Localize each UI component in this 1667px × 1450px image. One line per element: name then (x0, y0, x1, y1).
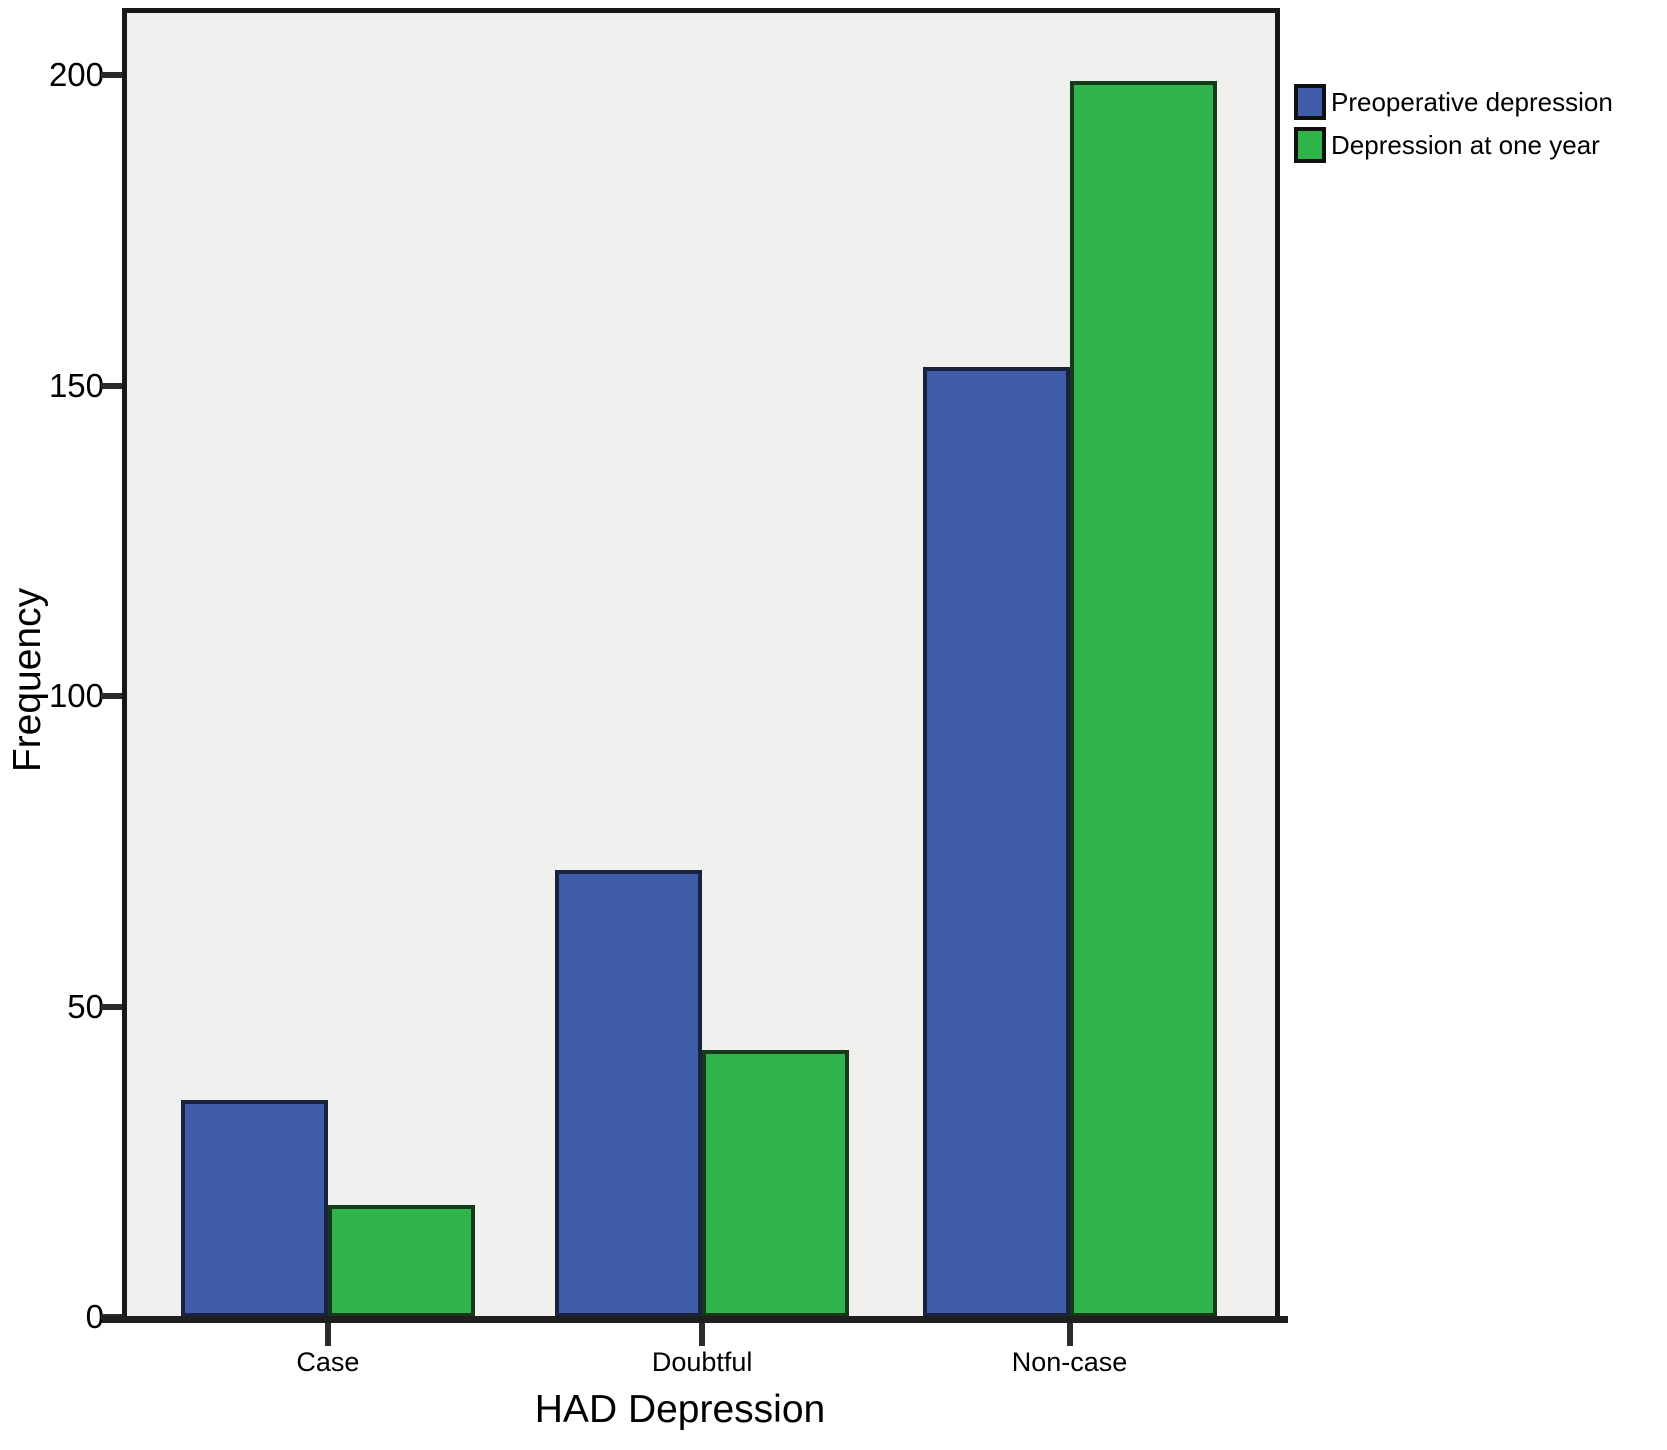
bar-case-preoperative-depression (180, 1100, 328, 1317)
y-tick-mark (101, 72, 122, 79)
y-axis-tick-label: 50 (67, 987, 104, 1025)
y-axis-tick-label: 0 (85, 1298, 104, 1335)
bar-case-depression-at-one-year (327, 1205, 475, 1317)
x-axis-category-label: Case (296, 1347, 360, 1377)
x-tick-mark (324, 1322, 331, 1346)
y-axis-tick-label: 150 (48, 366, 104, 404)
bar-non-case-depression-at-one-year (1069, 81, 1217, 1317)
legend: Preoperative depression Depression at on… (1294, 84, 1613, 163)
bar-doubtful-preoperative-depression (555, 870, 703, 1317)
x-axis-line (102, 1316, 1288, 1323)
x-axis-category-label: Non-case (1011, 1347, 1128, 1377)
legend-item-preoperative: Preoperative depression (1294, 84, 1613, 120)
x-tick-mark (1066, 1322, 1073, 1346)
legend-swatch-preoperative-icon (1294, 84, 1326, 120)
bar-non-case-preoperative-depression (922, 367, 1070, 1317)
x-tick-mark (699, 1322, 706, 1346)
legend-swatch-one-year-icon (1294, 127, 1326, 163)
y-tick-mark (101, 1003, 122, 1010)
x-axis-category-label: Doubtful (651, 1347, 753, 1377)
y-axis-tick-label: 100 (48, 677, 104, 715)
legend-item-one-year: Depression at one year (1294, 127, 1613, 163)
y-axis-tick-label: 200 (48, 56, 104, 94)
x-axis-title: HAD Depression (534, 1388, 826, 1431)
legend-label: Preoperative depression (1331, 86, 1613, 117)
bar-doubtful-depression-at-one-year (702, 1050, 850, 1317)
y-tick-mark (101, 382, 122, 389)
legend-label: Depression at one year (1331, 129, 1600, 160)
y-tick-mark (101, 693, 122, 700)
